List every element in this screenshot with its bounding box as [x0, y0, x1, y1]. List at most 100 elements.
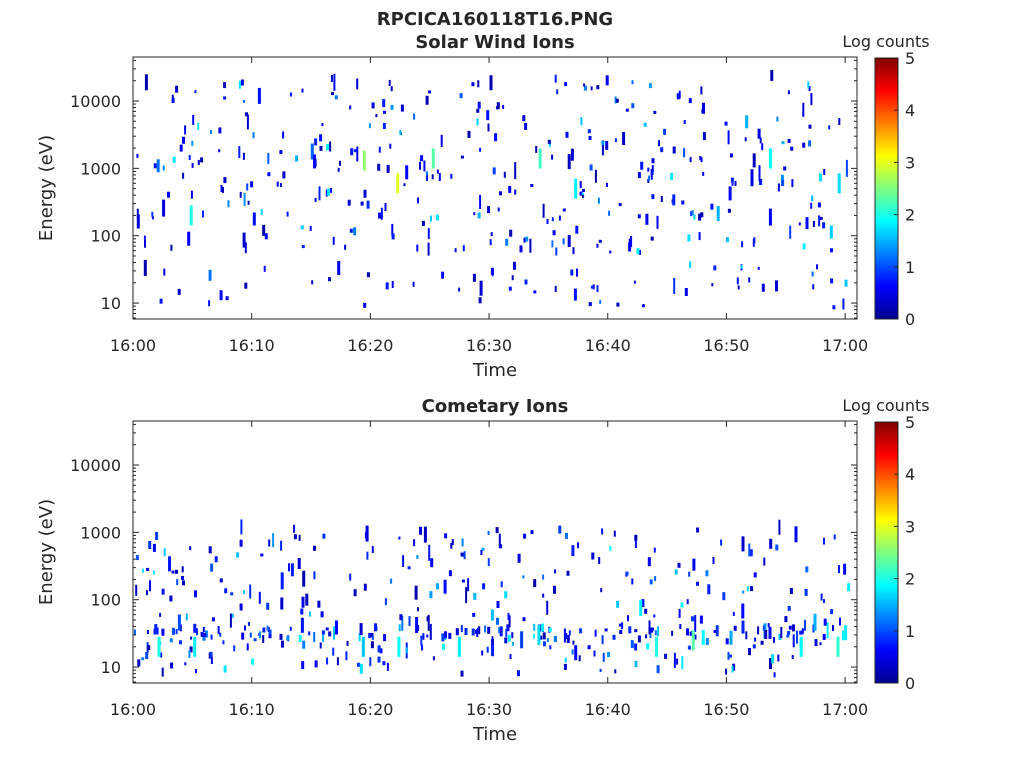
spectrogram-cell: [319, 642, 322, 649]
spectrogram-cell: [641, 599, 645, 608]
spectrogram-cell: [460, 552, 464, 557]
spectrogram-cell: [812, 221, 815, 227]
spectrogram-cell: [195, 628, 198, 636]
spectrogram-cell: [197, 122, 200, 130]
spectrogram-cell: [628, 242, 632, 252]
spectrogram-cell: [546, 219, 549, 224]
spectrogram-cell: [757, 266, 760, 270]
spectrogram-hot-spot: [396, 173, 400, 194]
spectrogram-cell: [614, 96, 617, 104]
spectrogram-cell: [720, 539, 723, 546]
cometary-xlabel: Time: [472, 724, 517, 745]
spectrogram-cell: [136, 208, 139, 219]
spectrogram-cell: [829, 225, 833, 239]
spectrogram-cell: [770, 69, 774, 81]
spectrogram-cell: [281, 640, 284, 648]
x-tick-label: 16:10: [229, 336, 275, 355]
spectrogram-cell: [838, 118, 841, 125]
spectrogram-cell: [141, 657, 145, 661]
spectrogram-cell: [227, 200, 230, 208]
spectrogram-hot-spot: [768, 148, 772, 169]
spectrogram-cell: [146, 590, 148, 596]
spectrogram-cell: [402, 560, 405, 567]
figure-title: RPCICA160118T16.PNG: [377, 9, 613, 30]
spectrogram-cell: [730, 153, 733, 158]
spectrogram-cell: [842, 298, 845, 310]
spectrogram-cell: [781, 141, 785, 145]
spectrogram-cell: [177, 614, 181, 631]
spectrogram-cell: [272, 533, 275, 548]
spectrogram-cell: [487, 206, 490, 214]
spectrogram-cell: [742, 590, 745, 594]
spectrogram-cell: [314, 660, 318, 668]
spectrogram-cell: [300, 617, 304, 633]
y-tick-label: 10000: [70, 92, 121, 111]
spectrogram-cell: [335, 620, 338, 635]
spectrogram-cell: [564, 82, 568, 87]
spectrogram-cell: [554, 74, 557, 83]
spectrogram-cell: [499, 626, 503, 637]
spectrogram-cell: [630, 640, 634, 649]
spectrogram-cell: [653, 547, 656, 553]
spectrogram-cell: [239, 603, 243, 611]
spectrogram-hot-spot: [189, 205, 193, 226]
spectrogram-cell: [264, 233, 268, 240]
spectrogram-cell: [224, 588, 228, 594]
spectrogram-cell: [808, 140, 812, 147]
spectrogram-cell: [663, 128, 667, 135]
spectrogram-cell: [360, 201, 364, 206]
spectrogram-cell: [648, 83, 652, 89]
spectrogram-cell: [692, 558, 696, 571]
cometary-colorbar: Log counts 0 1 2 3 4 5: [842, 396, 929, 693]
spectrogram-cell: [302, 570, 306, 587]
spectrogram-cell: [251, 658, 255, 665]
spectrogram-cell: [413, 539, 416, 547]
spectrogram-cell: [280, 597, 284, 610]
spectrogram-cell: [608, 210, 611, 216]
spectrogram-cell: [295, 155, 298, 162]
spectrogram-cell: [789, 225, 792, 239]
spectrogram-cell: [757, 626, 760, 635]
spectrogram-cell: [808, 124, 812, 129]
spectrogram-cell: [789, 588, 793, 594]
solar-wind-plot-frame: [132, 56, 858, 320]
spectrogram-cell: [547, 139, 551, 144]
spectrogram-cell: [400, 104, 404, 112]
spectrogram-cell: [386, 662, 389, 671]
spectrogram-cell: [565, 532, 568, 539]
spectrogram-cell: [137, 659, 141, 667]
spectrogram-cell: [161, 588, 165, 595]
spectrogram-cell: [436, 214, 439, 221]
spectrogram-cell: [691, 210, 694, 216]
spectrogram-cell: [634, 534, 638, 541]
spectrogram-cell: [541, 623, 544, 632]
spectrogram-cell: [399, 614, 403, 621]
spectrogram-cell: [308, 631, 311, 636]
spectrogram-cell: [464, 628, 468, 635]
spectrogram-cell: [332, 647, 335, 656]
spectrogram-cell: [571, 649, 574, 655]
spectrogram-cell: [382, 123, 386, 129]
spectrogram-cell: [596, 285, 599, 293]
spectrogram-cell: [413, 113, 416, 120]
spectrogram-cell: [605, 140, 609, 150]
x-tick-label: 17:00: [822, 700, 868, 719]
spectrogram-cell: [436, 169, 439, 174]
spectrogram-cell: [169, 595, 173, 602]
spectrogram-cell: [450, 173, 453, 179]
spectrogram-cell: [615, 98, 619, 103]
spectrogram-cell: [777, 183, 780, 192]
spectrogram-cell: [505, 628, 508, 637]
x-tick-label: 16:30: [466, 700, 512, 719]
spectrogram-cell: [805, 217, 809, 230]
spectrogram-cell: [759, 137, 762, 144]
spectrogram-hot-spot: [457, 636, 461, 657]
spectrogram-cell: [737, 285, 740, 290]
spectrogram-cell: [523, 533, 527, 539]
spectrogram-cell: [305, 593, 309, 606]
spectrogram-cell: [553, 585, 556, 594]
spectrogram-cell: [249, 632, 252, 638]
spectrogram-cell: [243, 590, 246, 595]
spectrogram-cell: [388, 79, 391, 86]
